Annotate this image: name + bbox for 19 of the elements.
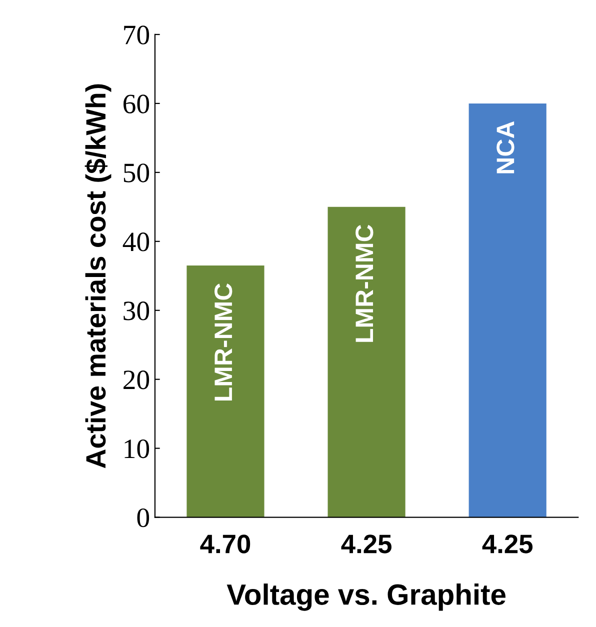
y-tick-label: 20 bbox=[124, 370, 150, 390]
x-tick-label: 4.70 bbox=[200, 534, 250, 554]
y-tick-label: 60 bbox=[124, 94, 150, 114]
y-tick-label: 30 bbox=[124, 302, 150, 320]
annotation: LMR-NMC bbox=[356, 224, 374, 342]
bar bbox=[468, 103, 546, 518]
x-axis-title: Voltage vs. Graphite bbox=[226, 584, 506, 611]
annotation: NCA bbox=[496, 121, 514, 174]
y-tick-label: 0 bbox=[137, 508, 150, 528]
x-tick-label: 4.25 bbox=[482, 534, 533, 554]
bar bbox=[328, 206, 406, 518]
y-axis-title: Active materials cost ($/kWh) bbox=[84, 84, 112, 468]
y-tick-label: 40 bbox=[122, 232, 150, 252]
annotation: LMR-NMC bbox=[214, 283, 232, 401]
y-tick-label: 10 bbox=[124, 439, 150, 458]
x-tick-label: 4.25 bbox=[341, 534, 392, 554]
y-tick-label: 50 bbox=[124, 164, 150, 182]
y-tick-label: 70 bbox=[124, 26, 150, 44]
bar bbox=[186, 266, 264, 518]
